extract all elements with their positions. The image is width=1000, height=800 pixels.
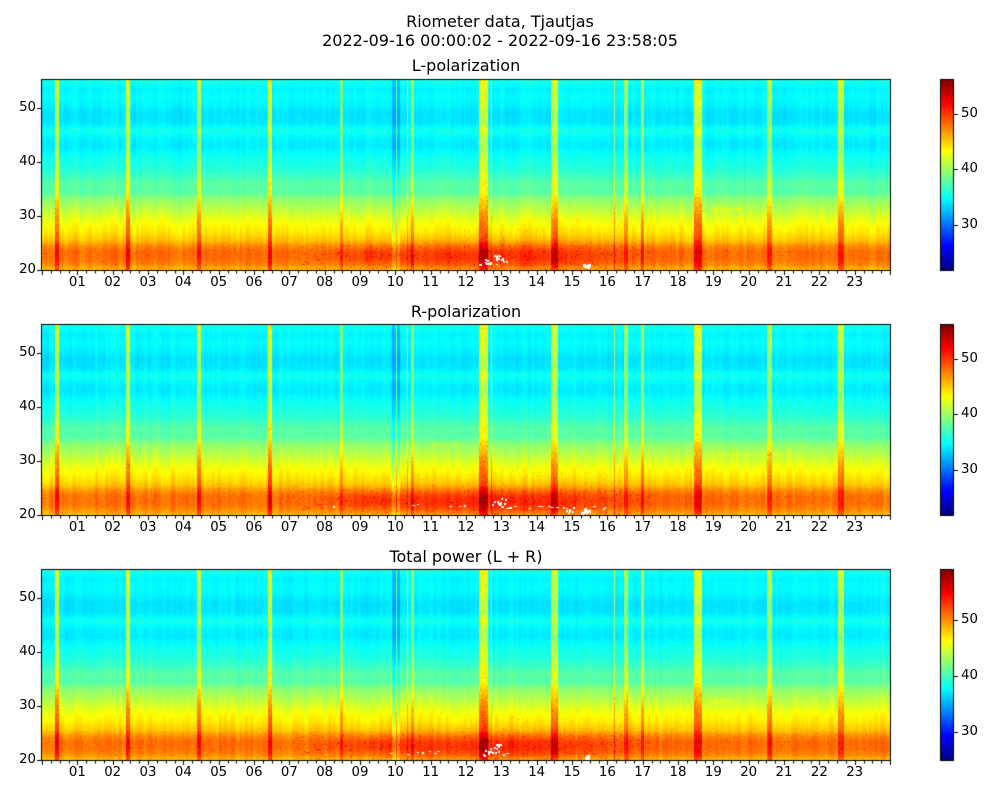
x-tick-label: 06 <box>245 765 263 780</box>
x-tick-label: 21 <box>775 765 793 780</box>
x-tick-label: 05 <box>210 275 228 290</box>
x-tick-label: 23 <box>846 520 864 535</box>
y-tick-label: 30 <box>19 453 36 469</box>
x-tick-label: 16 <box>598 765 616 780</box>
y-tick-label: 40 <box>19 154 36 170</box>
colorbar-tick-label: 30 <box>961 462 978 478</box>
x-tick-label: 05 <box>210 520 228 535</box>
x-tick-label: 12 <box>457 765 475 780</box>
colorbar-tick-label: 40 <box>961 406 978 422</box>
x-tick-label: 06 <box>245 275 263 290</box>
x-tick-label: 14 <box>528 520 546 535</box>
y-tick-label: 50 <box>19 100 36 116</box>
y-tick-label: 50 <box>19 590 36 606</box>
x-tick-label: 22 <box>810 275 828 290</box>
x-tick-label: 05 <box>210 765 228 780</box>
colorbar-tick-label: 30 <box>961 217 978 233</box>
x-tick-label: 18 <box>669 275 687 290</box>
x-tick-label: 12 <box>457 520 475 535</box>
x-tick-label: 15 <box>563 520 581 535</box>
panel-title-l-polarization: L-polarization <box>411 56 521 75</box>
x-tick-label: 18 <box>669 520 687 535</box>
y-tick-label: 50 <box>19 345 36 361</box>
x-tick-label: 23 <box>846 765 864 780</box>
figure-date-range: 2022-09-16 00:00:02 - 2022-09-16 23:58:0… <box>322 31 678 50</box>
x-tick-label: 22 <box>810 765 828 780</box>
x-tick-label: 13 <box>492 765 510 780</box>
x-tick-label: 03 <box>139 275 157 290</box>
x-tick-label: 11 <box>422 765 440 780</box>
y-tick-label: 30 <box>19 698 36 714</box>
colorbar-tick-label: 40 <box>961 668 978 684</box>
x-tick-label: 01 <box>68 275 86 290</box>
x-tick-label: 07 <box>280 520 298 535</box>
y-tick-label: 40 <box>19 399 36 415</box>
panel-title-total-power: Total power (L + R) <box>389 547 543 566</box>
y-tick-label: 40 <box>19 644 36 660</box>
x-tick-label: 11 <box>422 275 440 290</box>
x-tick-label: 01 <box>68 520 86 535</box>
x-tick-label: 10 <box>386 765 404 780</box>
y-tick-label: 20 <box>19 507 36 522</box>
x-tick-label: 06 <box>245 520 263 535</box>
x-tick-label: 14 <box>528 275 546 290</box>
x-tick-label: 20 <box>740 765 758 780</box>
x-tick-label: 21 <box>775 275 793 290</box>
colorbar-tick-label: 50 <box>961 350 978 366</box>
x-tick-label: 12 <box>457 275 475 290</box>
x-tick-label: 08 <box>316 765 334 780</box>
x-tick-label: 13 <box>492 520 510 535</box>
x-tick-label: 17 <box>634 275 652 290</box>
x-tick-label: 02 <box>104 765 122 780</box>
y-tick-label: 30 <box>19 208 36 224</box>
x-tick-label: 04 <box>174 765 192 780</box>
x-tick-label: 02 <box>104 520 122 535</box>
x-tick-label: 04 <box>174 520 192 535</box>
x-tick-label: 09 <box>351 520 369 535</box>
x-tick-label: 01 <box>68 765 86 780</box>
colorbar-tick-label: 40 <box>961 161 978 177</box>
colorbar-tick-label: 30 <box>961 724 978 740</box>
x-tick-label: 13 <box>492 275 510 290</box>
x-tick-label: 22 <box>810 520 828 535</box>
x-tick-label: 16 <box>598 520 616 535</box>
x-tick-label: 07 <box>280 275 298 290</box>
x-tick-label: 03 <box>139 765 157 780</box>
x-tick-label: 19 <box>704 765 722 780</box>
x-tick-label: 21 <box>775 520 793 535</box>
x-tick-label: 17 <box>634 765 652 780</box>
x-tick-label: 09 <box>351 275 369 290</box>
x-tick-label: 15 <box>563 275 581 290</box>
x-tick-label: 11 <box>422 520 440 535</box>
x-tick-label: 20 <box>740 520 758 535</box>
x-tick-label: 10 <box>386 275 404 290</box>
x-tick-label: 10 <box>386 520 404 535</box>
x-tick-label: 20 <box>740 275 758 290</box>
x-tick-label: 08 <box>316 520 334 535</box>
y-tick-label: 20 <box>19 752 36 767</box>
x-tick-label: 23 <box>846 275 864 290</box>
colorbar-tick-label: 50 <box>961 612 978 628</box>
colorbar-tick-label: 50 <box>961 105 978 121</box>
x-tick-label: 19 <box>704 275 722 290</box>
x-tick-label: 03 <box>139 520 157 535</box>
x-tick-label: 18 <box>669 765 687 780</box>
x-tick-label: 08 <box>316 275 334 290</box>
x-tick-label: 14 <box>528 765 546 780</box>
figure-title: Riometer data, Tjautjas <box>406 12 594 31</box>
x-tick-label: 16 <box>598 275 616 290</box>
x-tick-label: 17 <box>634 520 652 535</box>
panel-title-r-polarization: R-polarization <box>410 302 522 321</box>
x-tick-label: 15 <box>563 765 581 780</box>
x-tick-label: 07 <box>280 765 298 780</box>
x-tick-label: 19 <box>704 520 722 535</box>
x-tick-label: 02 <box>104 275 122 290</box>
y-tick-label: 20 <box>19 262 36 277</box>
x-tick-label: 04 <box>174 275 192 290</box>
x-tick-label: 09 <box>351 765 369 780</box>
